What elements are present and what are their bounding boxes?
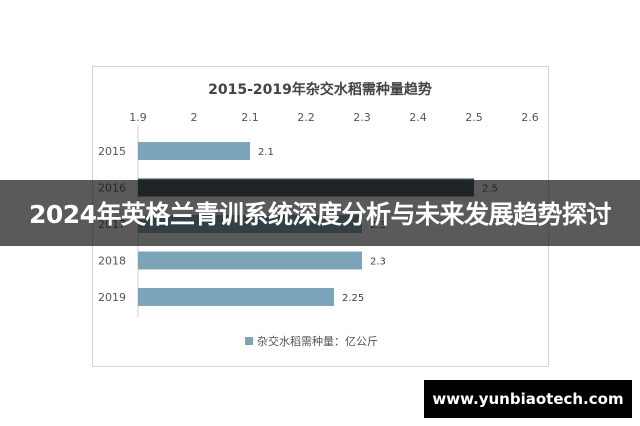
bar-2019 — [138, 288, 334, 306]
banner-title: 2024年英格兰青训系统深度分析与未来发展趋势探讨 — [28, 200, 612, 229]
x-tick-label: 1.9 — [129, 111, 147, 124]
bar-value-label: 2.1 — [258, 147, 274, 158]
y-category-label: 2019 — [98, 291, 126, 304]
watermark-text: www.yunbiaotech.com — [432, 390, 624, 408]
y-category-label: 2015 — [98, 145, 126, 158]
bar-2018 — [138, 251, 362, 270]
watermark-box: www.yunbiaotech.com — [424, 380, 632, 418]
legend: 杂交水稻需种量：亿公斤 — [245, 334, 378, 348]
x-tick-label: 2.3 — [353, 111, 371, 124]
x-tick-label: 2 — [191, 111, 198, 124]
x-tick-label: 2.6 — [521, 111, 539, 124]
x-tick-label: 2.2 — [297, 111, 315, 124]
bar-2015 — [138, 142, 250, 160]
y-category-label: 2018 — [98, 255, 126, 268]
bar-value-label: 2.3 — [370, 257, 386, 268]
x-tick-label: 2.5 — [465, 111, 483, 124]
chart-title: 2015-2019年杂交水稻需种量趋势 — [208, 81, 432, 98]
bar-value-label: 2.25 — [342, 293, 364, 304]
legend-label: 杂交水稻需种量：亿公斤 — [257, 334, 378, 348]
x-axis-ticks: 1.9 2 2.1 2.2 2.3 2.4 2.5 2.6 — [129, 111, 539, 124]
title-banner: 2024年英格兰青训系统深度分析与未来发展趋势探讨 — [0, 180, 640, 246]
x-tick-label: 2.4 — [409, 111, 427, 124]
x-tick-label: 2.1 — [241, 111, 259, 124]
legend-swatch — [245, 337, 253, 345]
